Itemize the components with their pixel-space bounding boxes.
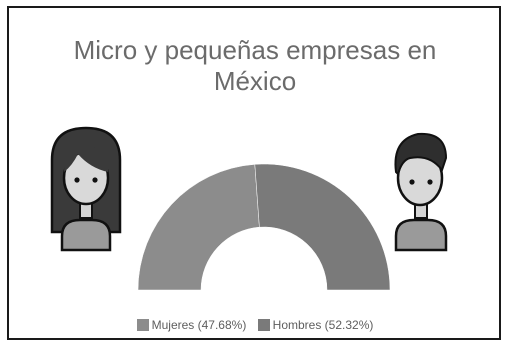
chart-title-line-1: Micro y pequeñas empresas en	[73, 35, 437, 65]
slice-hombres	[254, 163, 391, 291]
woman-avatar-icon	[50, 126, 122, 252]
legend-label-mujeres: Mujeres (47.68%)	[151, 318, 247, 332]
donut-chart	[137, 163, 391, 291]
legend-label-hombres: Hombres (52.32%)	[272, 318, 374, 332]
chart-title: Micro y pequeñas empresas en México	[0, 35, 510, 97]
man-avatar-icon	[394, 132, 448, 252]
legend-item-mujeres: Mujeres (47.68%)	[136, 318, 247, 332]
slice-mujeres	[137, 164, 260, 291]
legend-item-hombres: Hombres (52.32%)	[257, 318, 374, 332]
chart-title-line-2: México	[213, 66, 297, 96]
chart-legend: Mujeres (47.68%) Hombres (52.32%)	[0, 318, 510, 332]
legend-swatch-hombres	[257, 319, 270, 331]
legend-swatch-mujeres	[136, 319, 149, 331]
